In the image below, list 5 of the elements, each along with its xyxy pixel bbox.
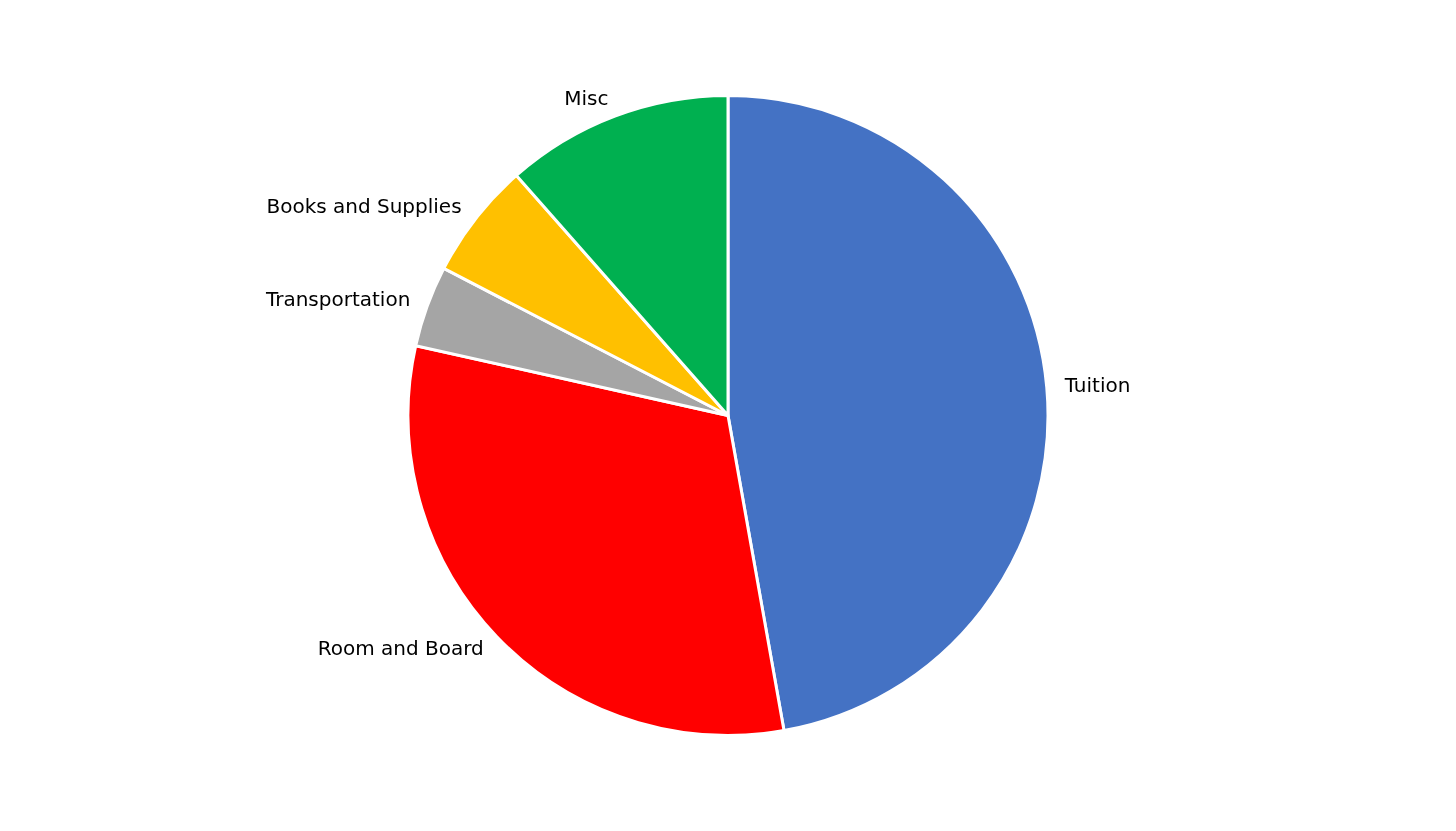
slice-label: Tuition bbox=[1063, 372, 1131, 397]
slice-label: Books and Supplies bbox=[266, 194, 462, 219]
slice-label: Transportation bbox=[264, 287, 411, 312]
slice-label: Misc bbox=[564, 86, 609, 111]
slice-label: Room and Board bbox=[317, 636, 484, 661]
